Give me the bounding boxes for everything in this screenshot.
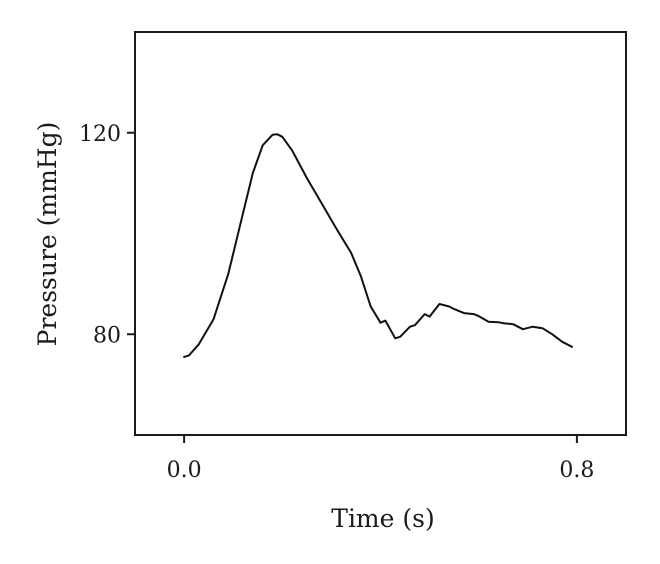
pressure-series-line xyxy=(183,133,573,358)
axis-ticks xyxy=(127,131,578,443)
series-layer xyxy=(183,133,573,358)
y-tick-label: 120 xyxy=(79,122,121,147)
y-tick-label: 80 xyxy=(93,323,121,348)
x-tick-label: 0.8 xyxy=(559,458,594,483)
axis-tick-labels: 0.0 0.8 80 120 xyxy=(79,122,594,483)
plot-frame xyxy=(134,31,627,436)
x-tick-label: 0.0 xyxy=(167,458,202,483)
y-axis-label: Pressure (mmHg) xyxy=(33,122,62,347)
x-axis-label: Time (s) xyxy=(331,504,434,533)
